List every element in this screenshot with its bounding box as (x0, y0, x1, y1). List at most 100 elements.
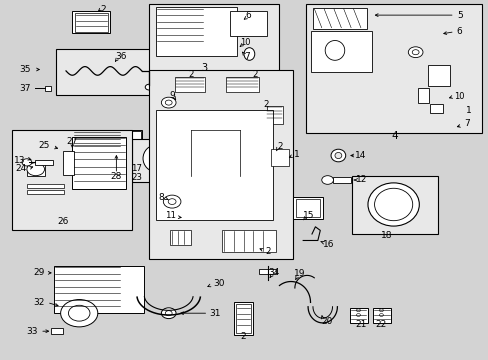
Bar (149, 4, 278, 72)
Text: 28: 28 (110, 172, 122, 181)
Text: 27: 27 (66, 137, 78, 146)
Text: 25: 25 (38, 141, 50, 150)
Text: 18: 18 (380, 231, 391, 240)
Bar (121, 131, 141, 150)
Circle shape (411, 50, 418, 55)
Ellipse shape (330, 149, 345, 162)
Circle shape (161, 97, 176, 108)
Text: 14: 14 (354, 151, 366, 160)
Circle shape (68, 305, 90, 321)
Text: 10: 10 (453, 92, 464, 101)
Bar (45, 86, 51, 91)
Bar (271, 149, 288, 166)
Bar (295, 199, 320, 217)
Ellipse shape (244, 48, 254, 60)
Text: 21: 21 (354, 320, 366, 329)
Bar (175, 77, 205, 92)
Text: 2: 2 (101, 4, 106, 13)
Text: 26: 26 (57, 217, 68, 226)
Bar (75, 13, 107, 32)
Text: 33: 33 (26, 327, 38, 336)
Bar (427, 65, 449, 86)
Bar (155, 110, 272, 220)
Text: 29: 29 (33, 269, 45, 277)
Text: 20: 20 (320, 317, 332, 325)
Text: 6: 6 (245, 10, 251, 19)
Bar (12, 130, 132, 230)
Bar (351, 176, 437, 234)
Bar (72, 137, 126, 189)
Bar (372, 308, 390, 323)
Text: 8: 8 (158, 193, 164, 202)
Circle shape (165, 100, 172, 105)
Bar (27, 190, 63, 194)
Bar (259, 269, 276, 274)
Bar (417, 88, 428, 103)
Text: 2: 2 (264, 247, 270, 256)
Circle shape (168, 199, 176, 204)
Ellipse shape (334, 153, 341, 158)
Bar (293, 197, 322, 219)
Bar (54, 266, 144, 313)
Text: 7: 7 (244, 52, 249, 61)
Text: 13: 13 (14, 156, 25, 165)
Bar (349, 308, 367, 323)
Bar (233, 302, 253, 335)
Circle shape (22, 159, 32, 166)
Circle shape (27, 163, 44, 176)
Ellipse shape (171, 153, 195, 177)
Circle shape (321, 176, 333, 184)
Circle shape (61, 300, 98, 327)
Text: 2: 2 (240, 332, 246, 341)
Circle shape (163, 195, 181, 208)
Ellipse shape (374, 188, 412, 221)
Text: 7: 7 (463, 119, 469, 128)
Bar (51, 328, 62, 334)
Circle shape (165, 311, 172, 316)
Bar (266, 106, 282, 124)
Circle shape (145, 84, 153, 90)
Text: 22: 22 (375, 320, 386, 329)
Ellipse shape (325, 40, 344, 60)
Text: 9: 9 (169, 91, 175, 100)
Circle shape (356, 309, 360, 312)
Ellipse shape (143, 145, 170, 172)
Bar (170, 230, 190, 245)
Bar (27, 184, 63, 188)
Bar (429, 104, 442, 113)
Bar (332, 177, 350, 183)
Text: 3: 3 (201, 63, 207, 73)
Bar (225, 77, 259, 92)
Bar (236, 304, 250, 333)
Circle shape (407, 47, 422, 58)
Text: 2: 2 (187, 71, 193, 79)
Text: 11: 11 (164, 211, 175, 220)
Bar (27, 162, 45, 176)
Circle shape (108, 134, 126, 147)
Text: 10: 10 (240, 38, 250, 47)
Bar (35, 160, 53, 165)
Text: 31: 31 (209, 309, 221, 318)
Ellipse shape (367, 183, 419, 226)
Text: 6: 6 (456, 27, 462, 36)
Bar (155, 7, 237, 56)
Text: 17: 17 (131, 164, 142, 173)
Bar (149, 70, 293, 259)
Text: 23: 23 (131, 173, 142, 181)
Bar (62, 151, 74, 175)
Text: 30: 30 (213, 279, 224, 288)
Text: 2: 2 (263, 100, 269, 109)
Bar (222, 230, 276, 252)
Bar (310, 31, 371, 72)
Circle shape (87, 134, 108, 149)
Text: 1: 1 (465, 107, 470, 115)
Bar (72, 11, 110, 33)
Text: 37: 37 (20, 84, 31, 93)
Text: 1: 1 (294, 150, 300, 158)
Text: 32: 32 (33, 298, 45, 307)
Text: 36: 36 (115, 52, 127, 61)
Text: 34: 34 (267, 269, 279, 277)
Text: 2: 2 (252, 71, 258, 79)
Text: 4: 4 (391, 131, 398, 141)
Bar (56, 49, 166, 95)
